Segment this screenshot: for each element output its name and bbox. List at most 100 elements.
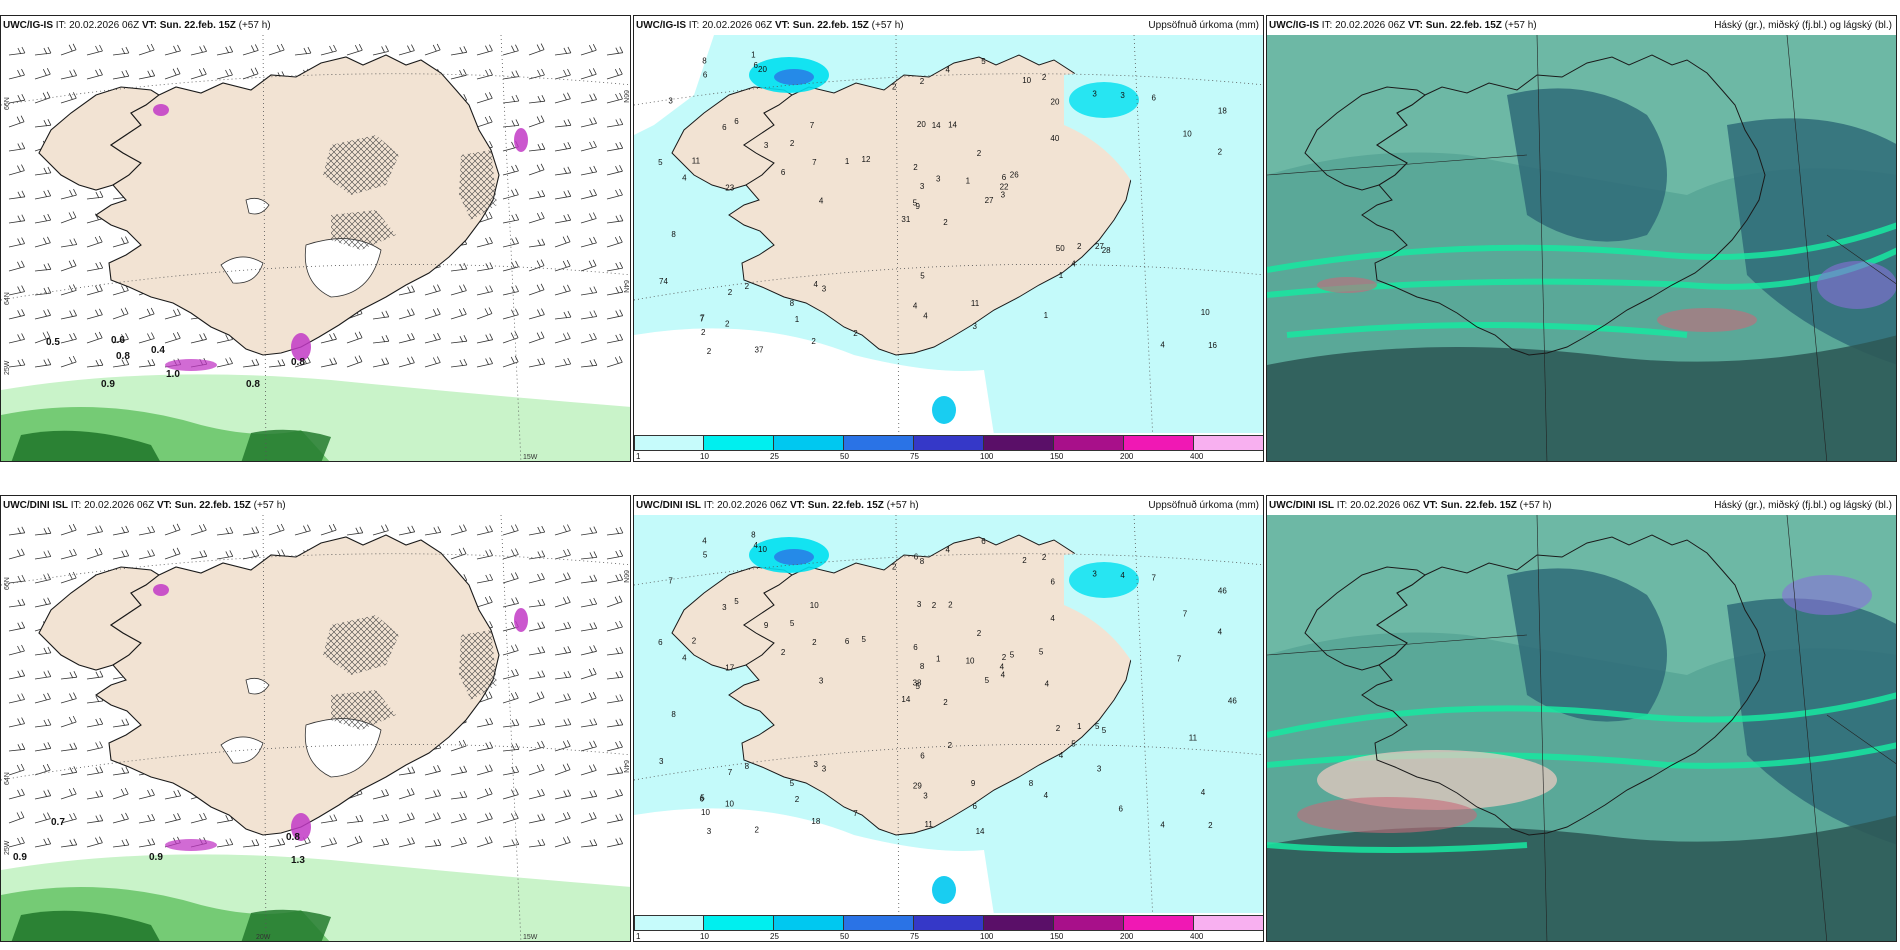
wind-barb	[372, 789, 389, 800]
wind-barb	[554, 46, 572, 56]
cloud-panel-dini: UWC/DINI ISL IT: 20.02.2026 06Z VT: Sun.…	[1266, 495, 1897, 942]
precip-amount-label: 4	[1044, 791, 1049, 800]
precip-amount-label: 4	[682, 174, 687, 183]
precip-amount-label: 10	[701, 808, 710, 817]
wind-barb	[60, 766, 78, 776]
wind-barb	[502, 572, 519, 584]
wind-barb	[580, 44, 597, 56]
precip-amount-label: 2	[795, 795, 800, 804]
wind-barb	[606, 286, 624, 296]
valid-time: Sun. 22.feb. 15Z	[1425, 20, 1502, 31]
precip-amount-label: 5	[1039, 647, 1044, 656]
region-border	[1536, 35, 1548, 461]
wind-barb	[398, 525, 416, 536]
map-wind-barbs[interactable]: 0.7 0.9 0.9 1.3 0.8 66N 66N 64N 64N 25W 15W 20W	[1, 515, 630, 941]
wind-barb	[8, 763, 25, 776]
wind-barb	[606, 261, 624, 272]
wind-barb	[372, 335, 390, 344]
wind-barb	[528, 163, 545, 176]
map-cloud-cover[interactable]	[1267, 515, 1896, 941]
precip-value-label: 0.8	[291, 357, 305, 368]
wind-barb	[554, 119, 572, 128]
precip-amount-label: 2	[1056, 724, 1061, 733]
wind-barb	[502, 644, 519, 656]
wind-barb	[8, 717, 25, 728]
wind-barb	[580, 68, 597, 80]
precip-blob	[774, 549, 814, 565]
wind-barb	[34, 91, 51, 104]
precip-amount-label: 5	[1095, 722, 1100, 731]
wind-barb	[112, 70, 130, 80]
lon-line	[262, 35, 267, 461]
wind-barb	[580, 189, 597, 200]
wind-barb	[242, 44, 259, 56]
precip-amount-label: 6	[914, 553, 919, 562]
wind-barb	[554, 357, 572, 368]
precip-amount-label: 3	[923, 792, 928, 801]
precip-amount-label: 3	[920, 182, 925, 191]
wind-barb	[242, 526, 260, 536]
wind-barb	[476, 717, 494, 728]
colorbar-swatch	[1124, 435, 1194, 451]
wind-barb	[60, 812, 77, 824]
init-time: IT: 20.02.2026 06Z	[688, 20, 773, 31]
wind-barb	[580, 165, 598, 176]
precip-amount-label: 6	[920, 752, 925, 761]
precip-amount-label: 10	[1201, 308, 1210, 317]
wind-barb	[580, 93, 597, 104]
colorbar-swatch	[914, 915, 984, 931]
wind-barb	[86, 284, 103, 296]
precip-amount-label: 3	[819, 677, 824, 686]
wind-barb	[190, 333, 207, 344]
wind-barb	[34, 46, 52, 56]
wind-barb	[34, 263, 52, 272]
wind-barb	[60, 671, 78, 680]
wind-barb	[398, 766, 416, 776]
wind-barb	[580, 812, 597, 824]
precip-amount-label: 11	[692, 157, 701, 166]
precip-amount-label: 3	[659, 757, 664, 766]
lead-time: (+57 h)	[253, 500, 286, 511]
precip-amount-label: 8	[671, 710, 676, 719]
wind-barb	[242, 358, 260, 368]
precip-amount-label: 3	[764, 141, 769, 150]
glacier-langjokull	[220, 736, 264, 764]
wind-barb	[320, 357, 338, 368]
wind-barb	[320, 814, 338, 824]
lat-line-64n	[1, 264, 630, 301]
wind-barb	[190, 812, 207, 824]
map-cloud-cover[interactable]	[1267, 35, 1896, 461]
wind-barb	[8, 358, 26, 368]
precip-amount-label: 2	[728, 288, 733, 297]
wind-barb	[164, 67, 181, 80]
wind-barb	[34, 309, 51, 320]
wind-barb	[346, 835, 363, 848]
wind-barb	[86, 68, 103, 80]
low-cloud-layer	[1267, 335, 1896, 461]
wind-barb	[606, 92, 623, 104]
map-wind-barbs[interactable]: 0.5 0.6 0.8 0.4 1.0 0.9 0.8 0.8 66N 66N 64N 64N 25W 1…	[1, 35, 630, 461]
precip-amount-label: 3	[973, 322, 978, 331]
colorbar-swatch	[914, 435, 984, 451]
precip-amount-label: 8	[745, 762, 750, 771]
wind-barb	[450, 69, 467, 80]
wind-barb	[476, 285, 493, 296]
lat-label: 64N	[622, 280, 629, 293]
wind-barb	[268, 838, 286, 848]
wind-barb	[528, 308, 545, 320]
precip-amount-label: 2	[781, 648, 786, 657]
precip-amount-label: 4	[913, 302, 918, 311]
precip-amount-label: 7	[1183, 609, 1188, 618]
wind-barb	[554, 142, 572, 152]
map-accumulated-precip[interactable]: 2 3 5 5 2 3 2 2 6 5 10 2 17 46 14 4 2 3 2 8 5 10 2 2 5 5 5 8 4 2 4 38 29…	[634, 515, 1263, 941]
wind-barb	[86, 814, 104, 824]
wind-barb	[268, 359, 286, 368]
map-accumulated-precip[interactable]: 2 6 9 7 6 3 2 14 20 27 20 16 23 18 31 40 37 20 2 2 12 2 1 14 26 2…	[634, 35, 1263, 461]
precip-amount-label: 6	[1119, 804, 1124, 813]
wind-barb	[8, 598, 26, 608]
wind-barb	[372, 45, 389, 56]
precip-field	[1064, 552, 1209, 735]
wind-barb	[502, 188, 519, 200]
region-border	[1826, 234, 1896, 284]
precip-amount-label: 5	[734, 597, 739, 606]
